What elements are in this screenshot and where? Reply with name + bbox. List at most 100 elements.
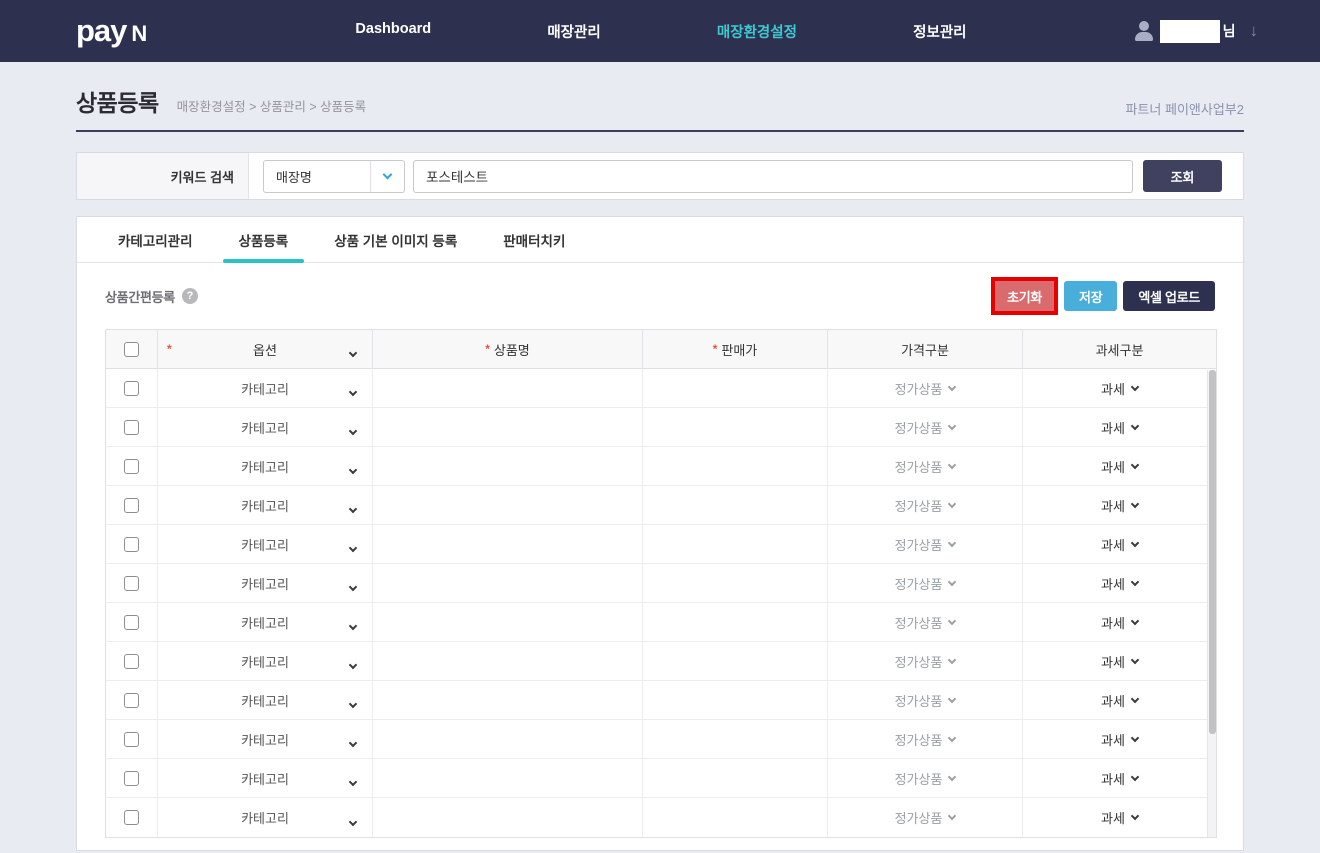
option-cell[interactable]: 카테고리 <box>158 525 373 564</box>
nav-info-management[interactable]: 정보관리 <box>913 24 967 41</box>
option-cell[interactable]: 카테고리 <box>158 603 373 642</box>
row-checkbox[interactable] <box>124 653 139 669</box>
row-checkbox[interactable] <box>124 614 139 630</box>
option-cell[interactable]: 카테고리 <box>158 642 373 681</box>
chevron-down-icon[interactable] <box>348 461 358 476</box>
tax-type-select[interactable]: 과세 <box>1023 369 1216 408</box>
nav-store-management[interactable]: 매장관리 <box>547 24 601 41</box>
price-type-select[interactable]: 정가상품 <box>828 447 1023 486</box>
chevron-down-icon[interactable] <box>348 422 358 437</box>
chevron-down-icon[interactable]: ↓ <box>1249 21 1259 40</box>
chevron-down-icon[interactable] <box>348 539 358 554</box>
chevron-down-icon[interactable] <box>348 617 358 632</box>
tab-product-registration[interactable]: 상품등록 <box>222 217 305 263</box>
keyword-input[interactable] <box>413 159 1133 193</box>
product-name-cell[interactable] <box>373 486 643 525</box>
row-checkbox[interactable] <box>124 770 139 786</box>
price-cell[interactable] <box>643 642 828 681</box>
chevron-down-icon[interactable] <box>348 813 358 828</box>
price-type-select[interactable]: 정가상품 <box>828 408 1023 447</box>
price-type-select[interactable]: 정가상품 <box>828 720 1023 759</box>
row-checkbox[interactable] <box>124 419 139 435</box>
row-checkbox[interactable] <box>124 575 139 591</box>
tax-type-select[interactable]: 과세 <box>1023 798 1216 837</box>
price-cell[interactable] <box>643 408 828 447</box>
price-cell[interactable] <box>643 681 828 720</box>
product-name-cell[interactable] <box>373 564 643 603</box>
help-icon[interactable]: ? <box>181 288 198 304</box>
option-cell[interactable]: 카테고리 <box>158 447 373 486</box>
tab-category-management[interactable]: 카테고리관리 <box>118 233 193 249</box>
price-cell[interactable] <box>643 525 828 564</box>
product-name-cell[interactable] <box>373 720 643 759</box>
price-cell[interactable] <box>643 447 828 486</box>
product-name-cell[interactable] <box>373 681 643 720</box>
tax-type-select[interactable]: 과세 <box>1023 408 1216 447</box>
price-type-select[interactable]: 정가상품 <box>828 642 1023 681</box>
chevron-down-icon[interactable] <box>348 383 358 398</box>
chevron-down-icon[interactable] <box>348 500 358 515</box>
price-cell[interactable] <box>643 798 828 837</box>
price-cell[interactable] <box>643 369 828 408</box>
product-name-cell[interactable] <box>373 408 643 447</box>
price-cell[interactable] <box>643 486 828 525</box>
option-cell[interactable]: 카테고리 <box>158 564 373 603</box>
row-checkbox[interactable] <box>124 810 139 825</box>
chevron-down-icon[interactable] <box>348 734 358 749</box>
option-cell[interactable]: 카테고리 <box>158 720 373 759</box>
price-cell[interactable] <box>643 603 828 642</box>
row-checkbox[interactable] <box>124 380 139 396</box>
tax-type-select[interactable]: 과세 <box>1023 525 1216 564</box>
tax-type-select[interactable]: 과세 <box>1023 642 1216 681</box>
tax-type-select[interactable]: 과세 <box>1023 603 1216 642</box>
search-button[interactable]: 조회 <box>1142 160 1222 192</box>
tax-type-select[interactable]: 과세 <box>1023 486 1216 525</box>
product-name-cell[interactable] <box>373 603 643 642</box>
chevron-down-icon[interactable] <box>348 656 358 671</box>
search-type-select[interactable]: 매장명 <box>263 159 405 193</box>
row-checkbox[interactable] <box>124 497 139 513</box>
price-type-select[interactable]: 정가상품 <box>828 369 1023 408</box>
price-type-select[interactable]: 정가상품 <box>828 681 1023 720</box>
price-cell[interactable] <box>643 759 828 798</box>
price-type-select[interactable]: 정가상품 <box>828 564 1023 603</box>
select-all-checkbox[interactable] <box>124 341 139 357</box>
option-cell[interactable]: 카테고리 <box>158 369 373 408</box>
chevron-down-icon[interactable] <box>348 695 358 710</box>
price-type-select[interactable]: 정가상품 <box>828 759 1023 798</box>
price-cell[interactable] <box>643 564 828 603</box>
chevron-down-icon[interactable] <box>348 578 358 593</box>
tax-type-select[interactable]: 과세 <box>1023 720 1216 759</box>
option-cell[interactable]: 카테고리 <box>158 408 373 447</box>
brand-logo[interactable]: pay N <box>76 15 147 47</box>
chevron-down-icon[interactable] <box>348 773 358 788</box>
product-name-cell[interactable] <box>373 369 643 408</box>
scrollbar-thumb[interactable] <box>1209 370 1216 735</box>
tax-type-select[interactable]: 과세 <box>1023 564 1216 603</box>
price-type-select[interactable]: 정가상품 <box>828 603 1023 642</box>
price-type-select[interactable]: 정가상품 <box>828 525 1023 564</box>
table-scrollbar[interactable] <box>1207 370 1216 837</box>
excel-upload-button[interactable]: 엑셀 업로드 <box>1123 281 1215 311</box>
user-menu[interactable]: 님 ↓ <box>1134 19 1259 43</box>
tax-type-select[interactable]: 과세 <box>1023 447 1216 486</box>
nav-store-environment-settings[interactable]: 매장환경설정 <box>716 24 797 41</box>
chevron-down-icon[interactable] <box>348 344 358 359</box>
tab-sales-touch-key[interactable]: 판매터치키 <box>503 233 566 249</box>
option-cell[interactable]: 카테고리 <box>158 486 373 525</box>
option-cell[interactable]: 카테고리 <box>158 759 373 798</box>
row-checkbox[interactable] <box>124 458 139 474</box>
product-name-cell[interactable] <box>373 798 643 837</box>
save-button[interactable]: 저장 <box>1064 281 1118 311</box>
product-name-cell[interactable] <box>373 642 643 681</box>
price-cell[interactable] <box>643 720 828 759</box>
product-name-cell[interactable] <box>373 447 643 486</box>
row-checkbox[interactable] <box>124 692 139 708</box>
tab-product-default-image[interactable]: 상품 기본 이미지 등록 <box>334 233 458 249</box>
row-checkbox[interactable] <box>124 731 139 747</box>
price-type-select[interactable]: 정가상품 <box>828 486 1023 525</box>
option-cell[interactable]: 카테고리 <box>158 798 373 837</box>
product-name-cell[interactable] <box>373 759 643 798</box>
product-name-cell[interactable] <box>373 525 643 564</box>
row-checkbox[interactable] <box>124 536 139 552</box>
